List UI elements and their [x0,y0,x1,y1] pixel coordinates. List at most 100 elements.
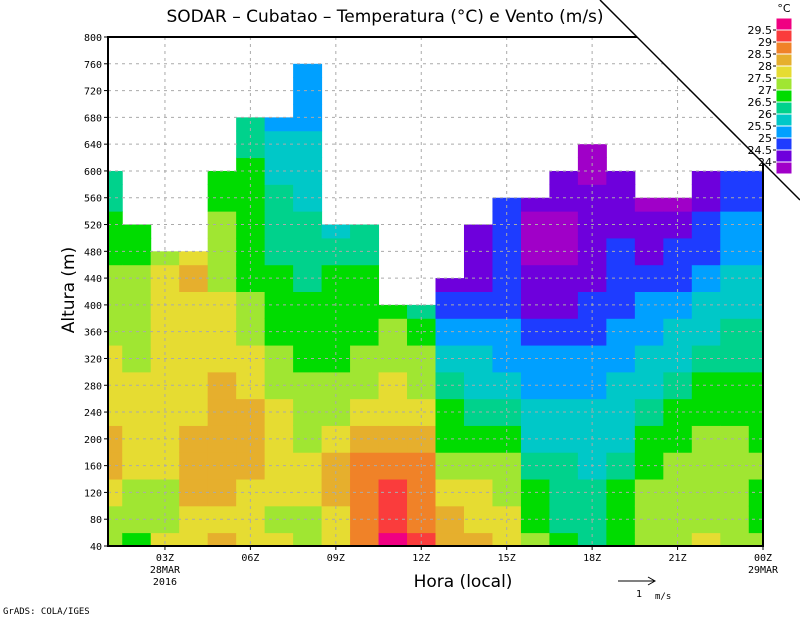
heatmap-cell [264,505,294,534]
y-tick-label: 680 [84,113,102,124]
legend-level-label: 27 [758,84,772,97]
y-tick-label: 480 [84,247,102,258]
legend-level-label: 28 [758,60,772,73]
heatmap-cell [122,224,152,239]
heatmap-cell [577,532,607,547]
heatmap-cell [606,532,636,547]
legend-color-swatch [775,101,793,115]
legend-color-swatch [775,17,793,31]
chart-title: SODAR – Cubatao – Temperatura (°C) e Ven… [166,7,603,27]
heatmap-cell [264,398,294,426]
heatmap-cell [350,532,380,547]
y-tick-label: 560 [84,194,102,205]
heatmap-cell [748,452,764,480]
heatmap-cell [108,170,123,185]
reference-unit: m/s [655,592,671,602]
y-tick-label: 640 [84,140,102,151]
heatmap-cell [293,63,323,78]
heatmap-cell [207,532,237,547]
heatmap-cell [293,532,323,547]
heatmap-cell [748,211,764,239]
heatmap-cell [520,532,550,547]
heatmap-cell [264,211,294,239]
heatmap-cell [179,532,209,547]
heatmap-cell [691,532,721,547]
plot-frame [107,36,764,547]
heatmap-cell [264,345,294,373]
heatmap-cell [520,197,550,212]
heatmap-cell [748,318,764,346]
heatmap-cell [264,130,294,159]
x-tick-label: 12Z [412,553,430,564]
heatmap-cell [150,251,180,266]
legend-level-label: 29.5 [748,24,773,37]
vector-reference: 1 m/s [618,576,671,602]
y-tick-label: 760 [84,60,102,71]
legend-color-swatch [775,41,793,55]
y-tick-label: 600 [84,167,102,178]
heatmap-cell [748,398,764,426]
y-tick-label: 320 [84,354,102,365]
y-tick-label: 360 [84,328,102,339]
y-tick-label: 120 [84,488,102,499]
heatmap-cell [407,532,436,547]
x-axis-label: Hora (local) [414,572,513,592]
heatmap-cell [236,117,266,132]
heatmap-cell [634,197,664,212]
legend-color-swatch [775,65,793,79]
reference-value: 1 [636,589,642,600]
legend-color-swatch [775,53,793,67]
footer-credit: GrADS: COLA/IGES [3,607,90,617]
y-tick-label: 40 [90,542,102,553]
reference-arrowhead [647,576,657,586]
heatmap-cell [264,371,294,400]
heatmap-cell [748,237,764,266]
heatmap-cell [264,452,294,480]
y-tick-label: 160 [84,462,102,473]
heatmap-cell [264,532,294,547]
heatmap-cell [463,532,493,547]
heatmap-cell [264,157,294,185]
legend-level-label: 26.5 [748,96,773,109]
heatmap-cell [691,170,721,185]
heatmap-cell [207,170,237,185]
heatmap-cell [663,197,693,212]
x-tick-date: 28MAR [150,565,181,576]
heatmap-cell [435,278,465,292]
heatmap-cell [264,264,294,292]
x-tick-label: 06Z [241,553,259,564]
legend-level-label: 26 [758,108,772,121]
legend-color-swatch [775,29,793,43]
x-tick-label: 00Z [754,553,772,564]
y-axis-label: Altura (m) [59,247,79,333]
heatmap-cell [264,318,294,346]
legend-color-swatch [775,89,793,103]
heatmap-cell [463,224,493,239]
heatmap-cell [634,532,664,547]
legend-color-swatch [775,125,793,139]
heatmap-cell [321,532,351,547]
heatmap-cell [748,479,764,507]
legend-level-label: 27.5 [748,72,773,85]
heatmap-cell [720,170,750,185]
heatmap-cell [606,170,636,185]
heatmap-cell [748,425,764,453]
heatmap-cell [264,291,294,319]
heatmap-cell [748,291,764,319]
legend-color-swatch [775,77,793,91]
heatmap-cell [122,532,152,547]
temperature-field [108,63,764,547]
heatmap-cell [378,532,408,547]
heatmap-cell [748,184,764,212]
y-axis: 40 80 120 160 200 240 280 320 360 400 440 480 520 560… [84,33,108,553]
x-tick-label: 18Z [583,553,601,564]
heatmap-cell [435,532,465,547]
legend-divider [599,0,800,201]
legend-unit: °C [777,2,791,15]
legend-level-label: 28.5 [748,48,773,61]
x-tick-label: 09Z [327,553,345,564]
heatmap-cell [108,532,123,547]
y-tick-label: 720 [84,87,102,98]
